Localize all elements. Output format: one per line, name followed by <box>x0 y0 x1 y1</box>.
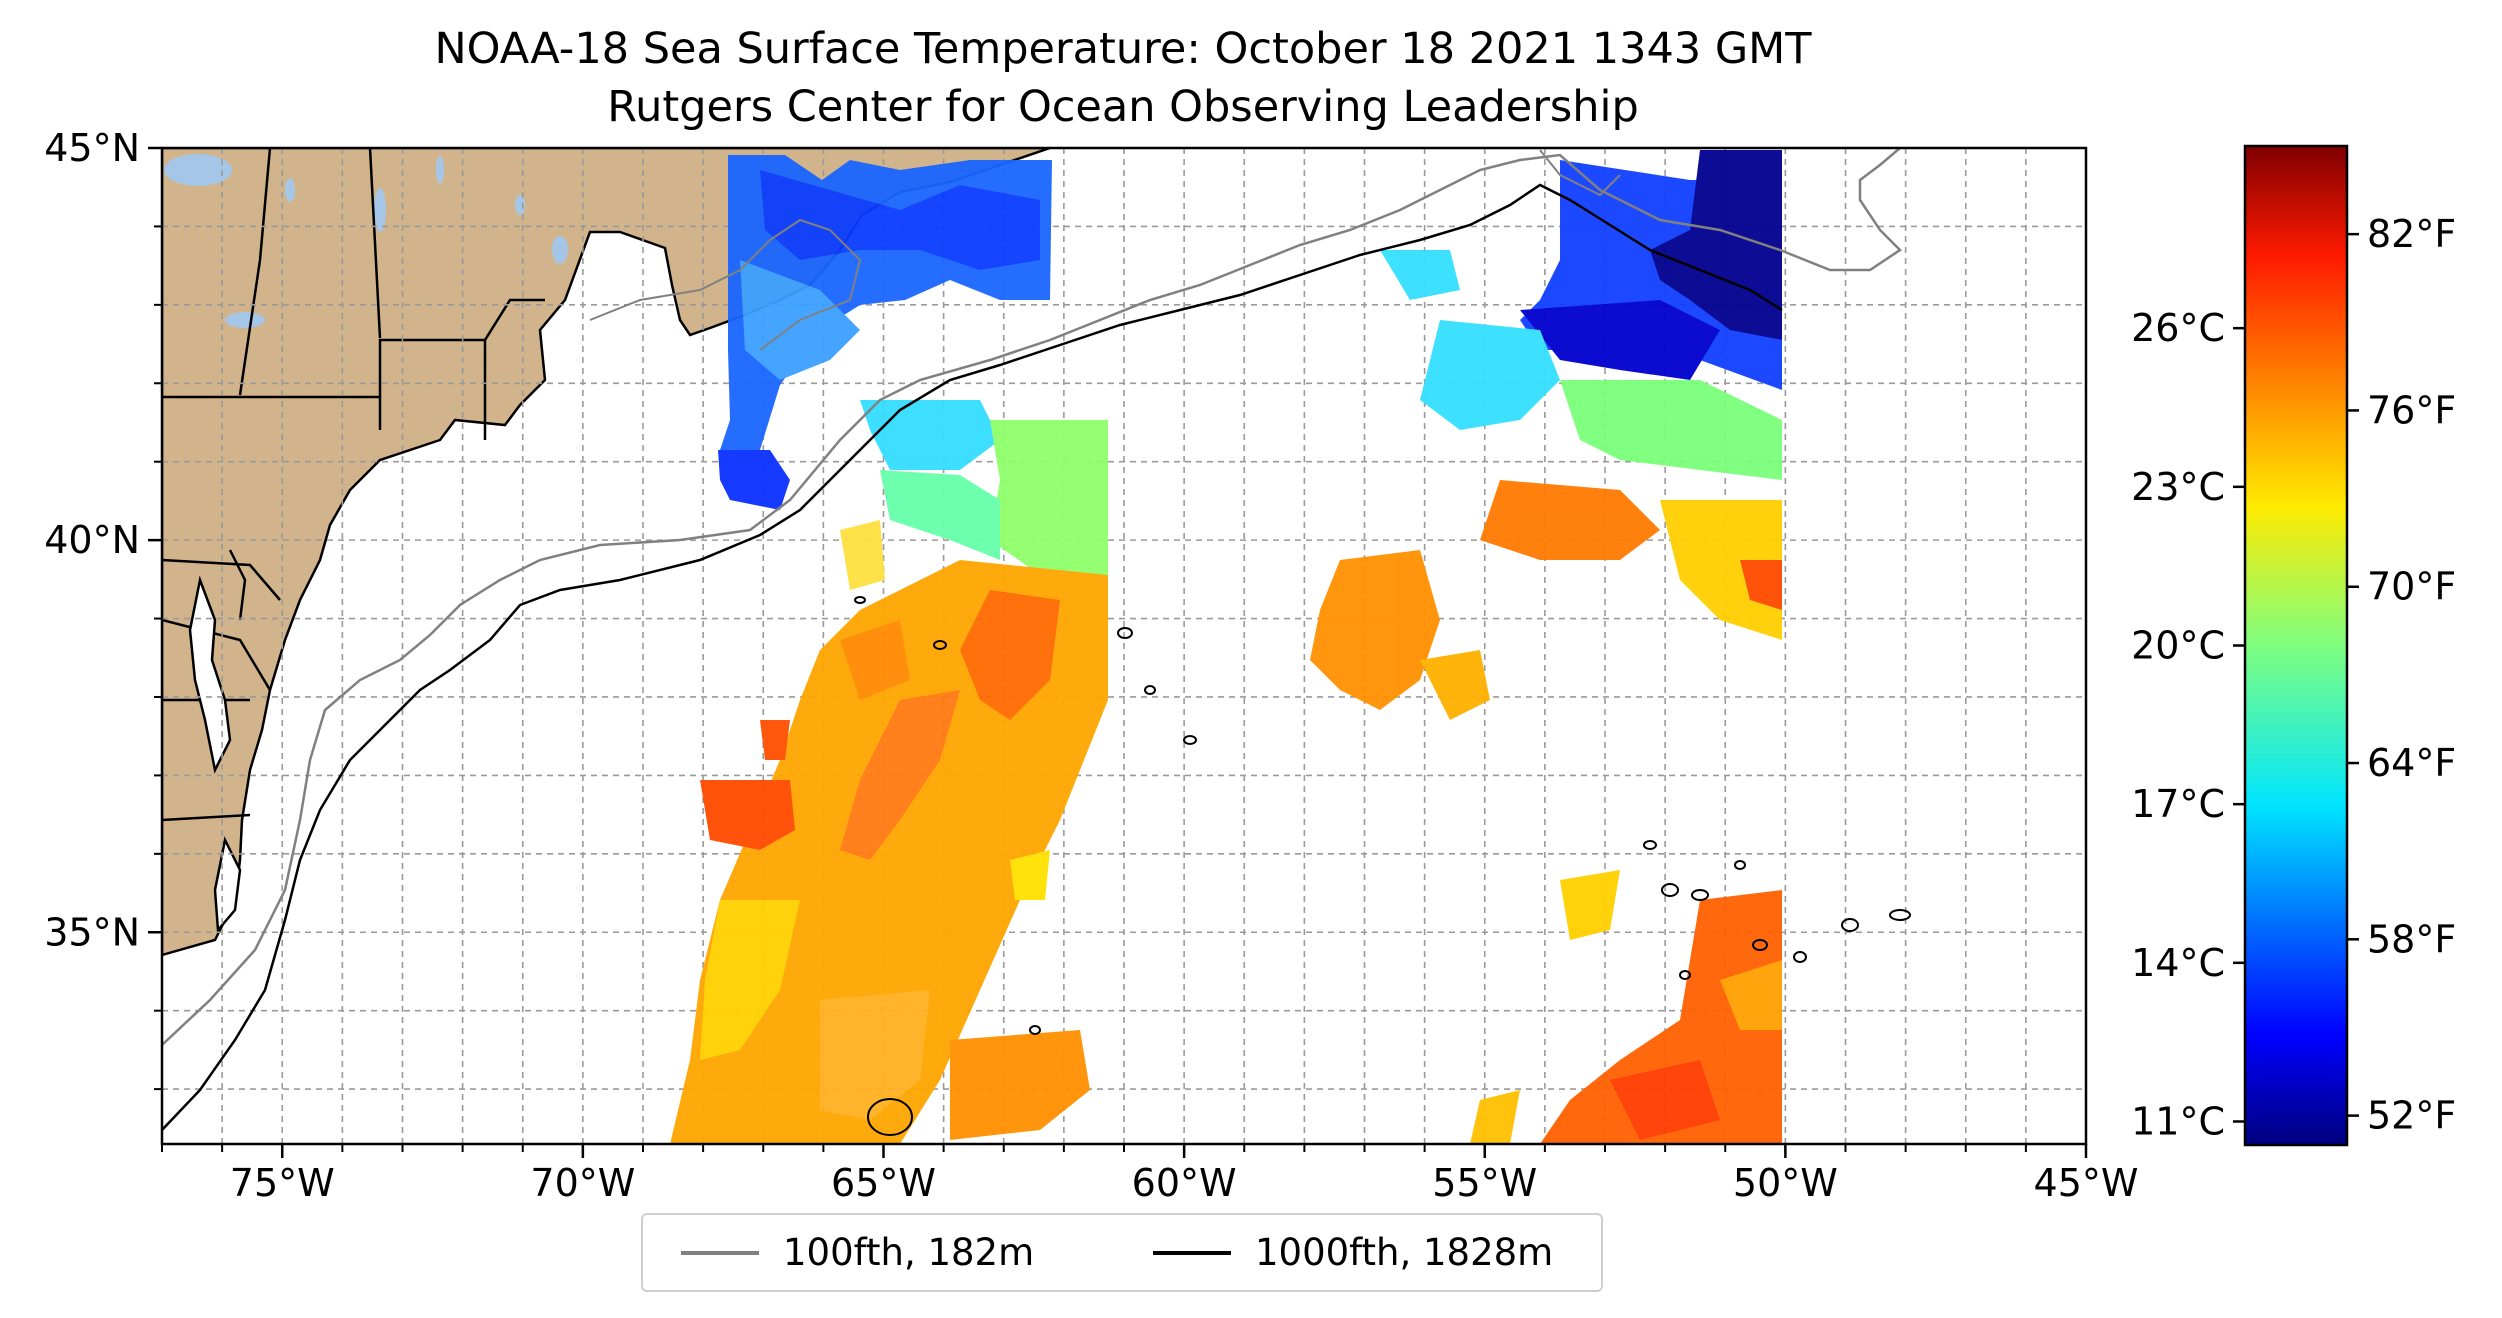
lon-tick-label: 70°W <box>530 1161 635 1205</box>
lat-tick-label: 45°N <box>44 126 140 170</box>
lon-tick-label: 60°W <box>1132 1161 1237 1205</box>
latitude-ticks: 35°N 40°N 45°N <box>44 126 162 954</box>
legend-swatch-100fth <box>681 1250 759 1255</box>
colorbar-celsius-label: 23°C <box>2131 465 2225 509</box>
legend-swatch-1000fth <box>1153 1250 1231 1255</box>
colorbar-fahrenheit-label: 70°F <box>2367 565 2456 609</box>
colorbar-fahrenheit-label: 58°F <box>2367 917 2456 961</box>
colorbar-fahrenheit-label: 52°F <box>2367 1094 2456 1138</box>
colorbar-celsius-label: 11°C <box>2131 1099 2225 1143</box>
colorbar-celsius-label: 20°C <box>2131 624 2225 668</box>
colorbar-celsius-label: 26°C <box>2131 306 2225 350</box>
lon-tick-label: 50°W <box>1733 1161 1838 1205</box>
colorbar-celsius-label: 14°C <box>2131 941 2225 985</box>
colorbar-celsius-labels: 11°C 14°C 17°C 20°C 23°C 26°C <box>2131 306 2245 1143</box>
map-title: NOAA-18 Sea Surface Temperature: October… <box>434 24 1812 74</box>
state-borders <box>162 148 545 822</box>
lat-tick-label: 35°N <box>44 910 140 954</box>
legend-label-100fth: 100fth, 182m <box>783 1231 1035 1274</box>
isobath-100fth <box>162 148 1902 1046</box>
pamlico-sound <box>213 836 242 934</box>
lon-tick-label: 65°W <box>831 1161 936 1205</box>
gridlines <box>162 148 2086 1144</box>
isobath-1000fth <box>162 183 1783 1131</box>
lon-tick-label: 45°W <box>2034 1161 2139 1205</box>
sst-swath <box>670 150 1782 1144</box>
map-area <box>162 148 2086 1144</box>
colorbar-fahrenheit-label: 76°F <box>2367 388 2456 432</box>
lon-tick-label: 75°W <box>230 1161 335 1205</box>
legend-item-100fth: 100fth, 182m <box>681 1215 1034 1290</box>
colorbar-celsius-label: 17°C <box>2131 782 2225 826</box>
lakes <box>164 154 568 328</box>
legend-label-1000fth: 1000fth, 1828m <box>1255 1231 1554 1274</box>
longitude-ticks: 75°W 70°W 65°W 60°W 55°W 50°W 45°W <box>230 1144 2139 1205</box>
colorbar-fahrenheit-labels: 52°F 58°F 64°F 70°F 76°F 82°F <box>2347 212 2456 1138</box>
colorbar <box>2243 144 2349 1147</box>
seamounts <box>854 596 1911 1136</box>
colorbar-fahrenheit-label: 82°F <box>2367 212 2456 256</box>
legend-item-1000fth: 1000fth, 1828m <box>1153 1215 1553 1290</box>
map-subtitle: Rutgers Center for Ocean Observing Leade… <box>607 82 1639 132</box>
lon-tick-label: 55°W <box>1432 1161 1537 1205</box>
isobath-legend: 100fth, 182m 1000fth, 1828m <box>641 1213 1603 1292</box>
lat-tick-label: 40°N <box>44 518 140 562</box>
colorbar-fahrenheit-label: 64°F <box>2367 741 2456 785</box>
